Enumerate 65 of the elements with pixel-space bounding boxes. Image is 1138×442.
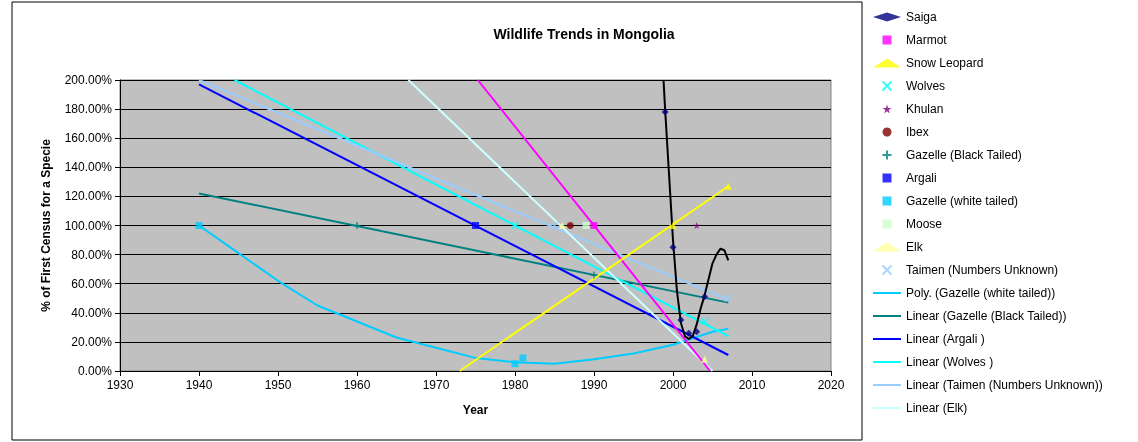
x-axis-title: Year: [462, 403, 489, 417]
legend-label: Moose: [906, 217, 943, 231]
point: [510, 221, 520, 230]
legend-label: Elk: [906, 240, 924, 254]
point: [701, 293, 709, 301]
legend-label: Snow Leopard: [906, 56, 984, 70]
y-tick-label: 60.00%: [71, 276, 113, 291]
point: [700, 317, 709, 326]
legend-label: Gazelle (white tailed): [906, 194, 1019, 208]
x-tick-label: 1970: [422, 378, 450, 392]
legend-label: Linear (Wolves ): [906, 355, 994, 369]
legend-label: Wolves: [906, 79, 946, 93]
point: [661, 108, 669, 116]
legend-label: Taimen (Numbers Unknown): [906, 263, 1059, 277]
y-tick-label: 120.00%: [64, 189, 113, 204]
point: [519, 354, 527, 362]
legend-label: Linear (Gazelle (Black Tailed)): [906, 309, 1067, 323]
x-tick-label: 2000: [659, 378, 687, 392]
point: [582, 222, 590, 229]
point: [566, 222, 574, 229]
y-tick-label: 200.00%: [64, 73, 113, 87]
point: [511, 360, 519, 368]
point: [677, 316, 685, 324]
x-tick-label: 1950: [264, 378, 292, 392]
point: [558, 222, 566, 229]
x-tick-label: 1980: [501, 378, 529, 392]
legend-label: Argali: [906, 171, 937, 185]
point: [701, 355, 709, 363]
y-tick-label: 160.00%: [64, 131, 113, 146]
y-tick-label: 100.00%: [64, 218, 113, 233]
legend-label: Linear (Elk): [906, 401, 968, 415]
chart-title: Wildlife Trends in Mongolia: [493, 26, 675, 42]
legend-label: Saiga: [906, 10, 938, 24]
point: [550, 221, 559, 230]
y-tick-label: 140.00%: [64, 160, 113, 175]
legend-label: Marmot: [906, 33, 948, 47]
legend-label: Gazelle (Black Tailed): [906, 148, 1022, 162]
y-tick-label: 80.00%: [71, 247, 113, 262]
point: [685, 329, 693, 337]
point: [669, 222, 677, 229]
point: [590, 222, 598, 229]
legend-label: Linear (Argali ): [906, 332, 985, 346]
x-tick-label: 1930: [106, 378, 134, 392]
legend-label: Poly. (Gazelle (white tailed)): [906, 286, 1056, 300]
point: [589, 270, 599, 280]
y-tick-label: 180.00%: [64, 102, 113, 117]
point: [724, 294, 733, 303]
point: [352, 221, 362, 230]
y-tick-label: 0.00%: [77, 364, 113, 378]
x-tick-label: 2020: [817, 378, 845, 392]
x-tick-label: 1940: [185, 378, 213, 392]
point: [724, 182, 732, 190]
point: [693, 328, 701, 336]
point: [195, 222, 203, 229]
legend-label: Khulan: [906, 102, 944, 116]
point: [669, 243, 677, 251]
legend-label: Linear (Taimen (Numbers Unknown)): [906, 378, 1103, 392]
y-tick-label: 20.00%: [71, 334, 113, 349]
y-axis-title: % of First Census for a Specie: [39, 138, 53, 312]
point: [472, 222, 479, 229]
x-tick-label: 1960: [343, 378, 371, 392]
legend-label: Ibex: [906, 125, 929, 139]
y-tick-label: 40.00%: [71, 305, 113, 320]
x-tick-label: 1990: [580, 378, 608, 392]
x-tick-label: 2010: [738, 378, 766, 392]
